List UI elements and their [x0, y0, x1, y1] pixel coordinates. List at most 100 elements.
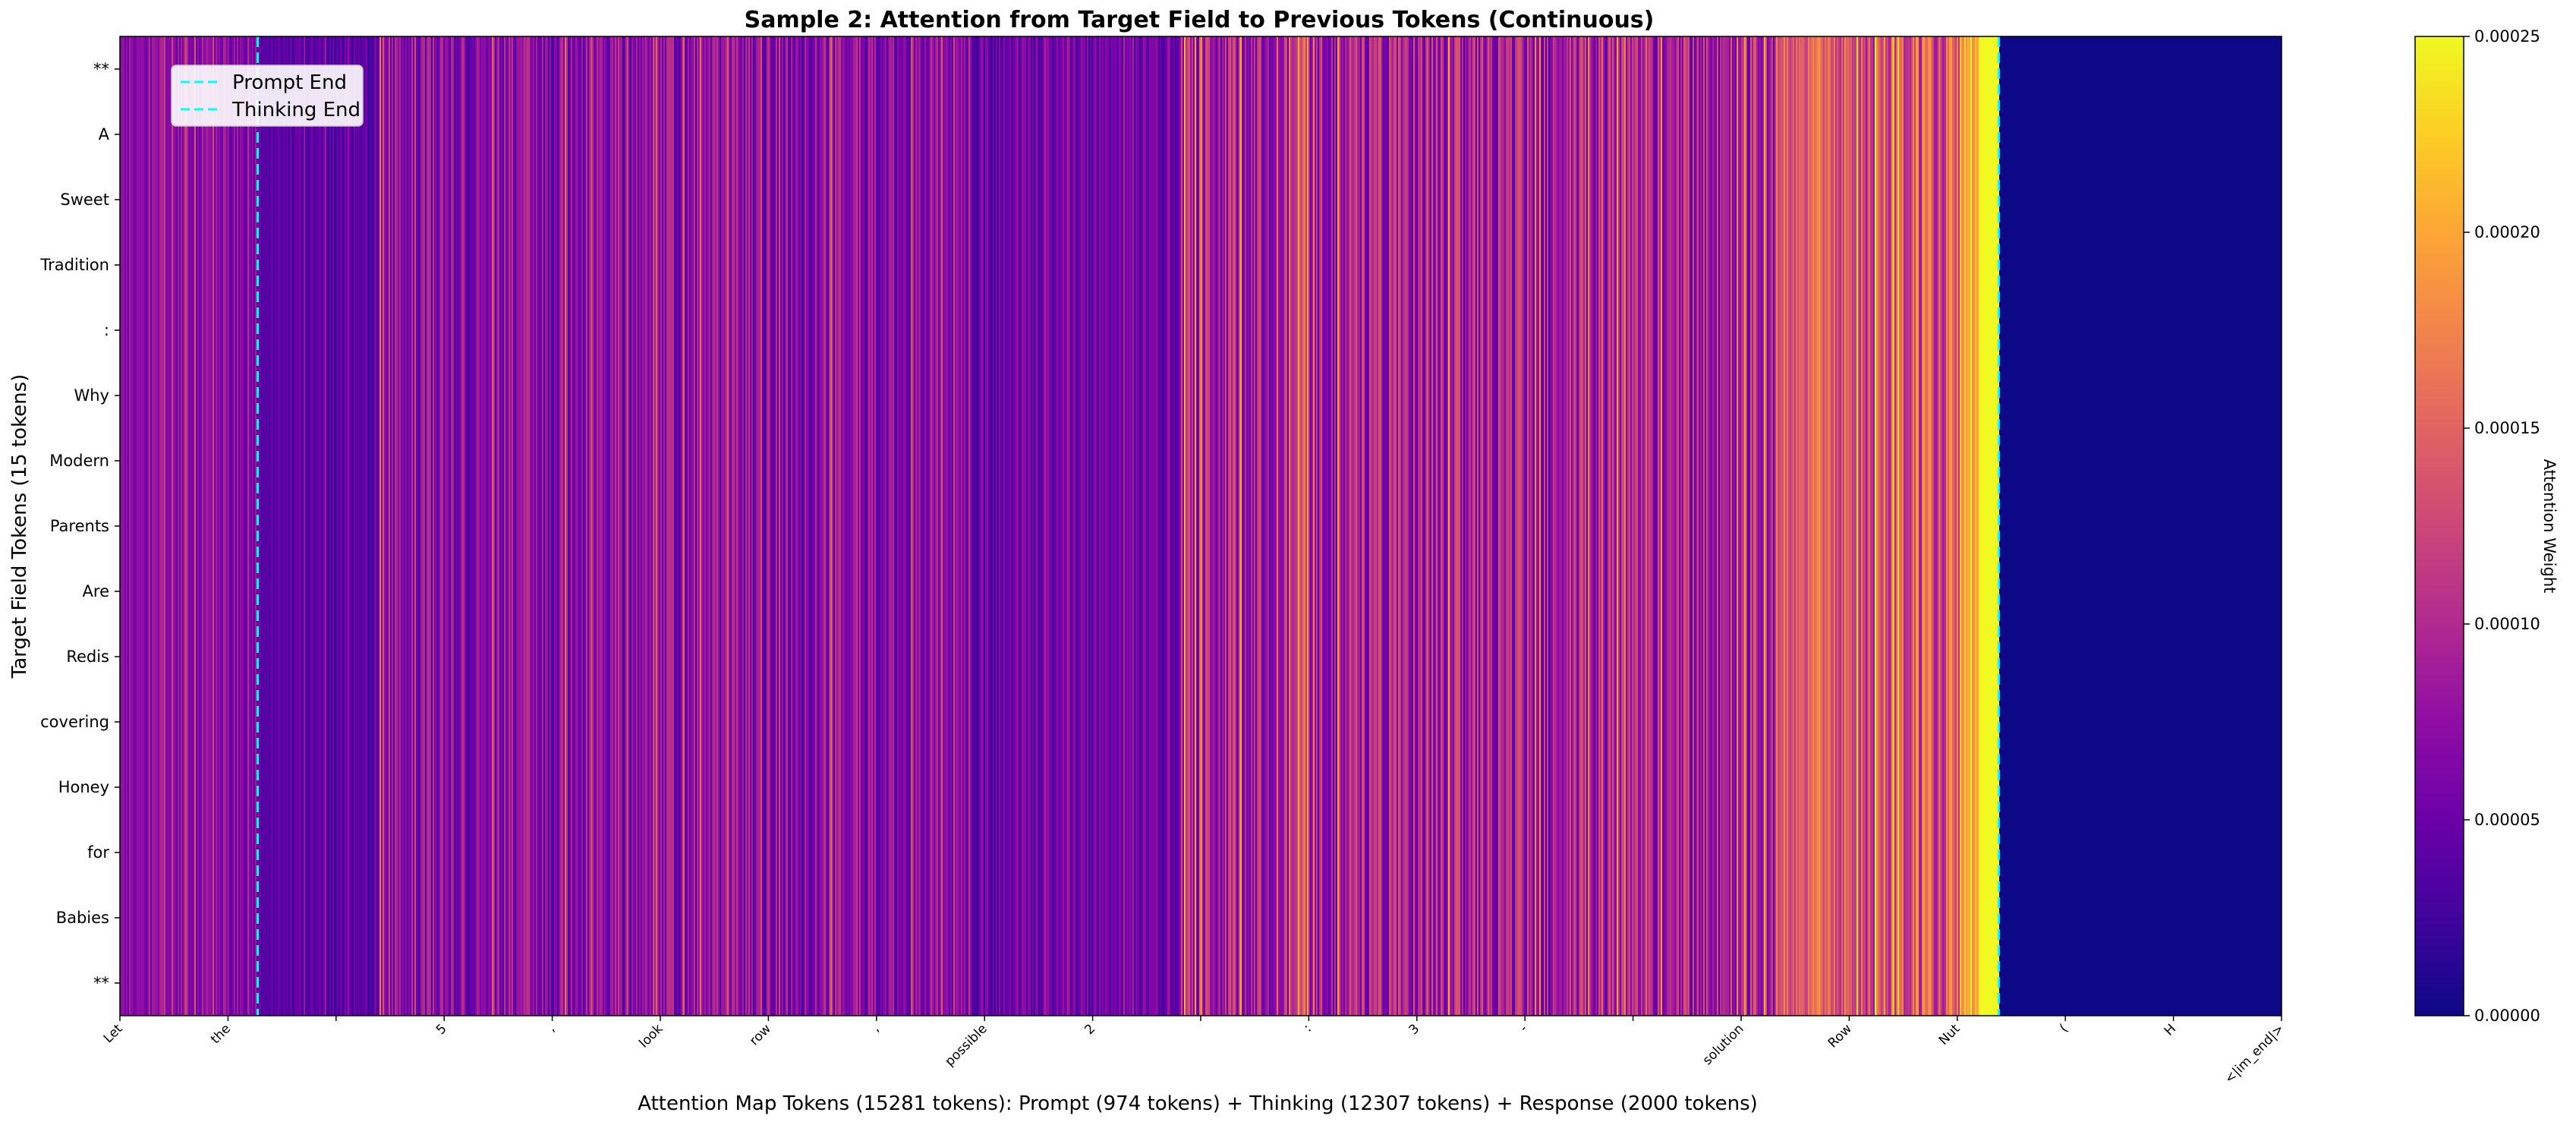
- heatmap-column: [2146, 36, 2149, 1016]
- heatmap-column: [660, 36, 663, 1016]
- heatmap-column: [1897, 36, 1900, 1016]
- heatmap-column: [2184, 36, 2187, 1016]
- heatmap-column: [528, 36, 531, 1016]
- heatmap-column: [1955, 36, 1957, 1016]
- heatmap-column: [953, 36, 956, 1016]
- heatmap-column: [2177, 36, 2179, 1016]
- heatmap-column: [2139, 36, 2141, 1016]
- heatmap-column: [2277, 36, 2279, 1016]
- heatmap-column: [1434, 36, 1437, 1016]
- heatmap-column: [1005, 36, 1007, 1016]
- heatmap-column: [732, 36, 734, 1016]
- heatmap-column: [1676, 36, 1678, 1016]
- heatmap-column: [1447, 36, 1449, 1016]
- heatmap-column: [1163, 36, 1165, 1016]
- heatmap-column: [2107, 36, 2109, 1016]
- heatmap-column: [1705, 36, 1707, 1016]
- heatmap-column: [257, 36, 259, 1016]
- heatmap-column: [991, 36, 994, 1016]
- heatmap-column: [733, 36, 735, 1016]
- heatmap-column: [378, 36, 380, 1016]
- heatmap-column: [1025, 36, 1027, 1016]
- heatmap-column: [1632, 36, 1634, 1016]
- heatmap-column: [273, 36, 276, 1016]
- heatmap-column: [635, 36, 637, 1016]
- heatmap-column: [685, 36, 687, 1016]
- heatmap-column: [1744, 36, 1746, 1016]
- heatmap-column: [612, 36, 614, 1016]
- heatmap-column: [975, 36, 977, 1016]
- heatmap-column: [1035, 36, 1038, 1016]
- heatmap-column: [499, 36, 502, 1016]
- heatmap-column: [1064, 36, 1066, 1016]
- heatmap-column: [791, 36, 793, 1016]
- heatmap-column: [1081, 36, 1083, 1016]
- heatmap-column: [217, 36, 219, 1016]
- heatmap-column: [2023, 36, 2026, 1016]
- heatmap-column: [1331, 36, 1334, 1016]
- heatmap-column: [513, 36, 515, 1016]
- heatmap-column: [803, 36, 805, 1016]
- heatmap-column: [1993, 36, 1995, 1016]
- heatmap-column: [572, 36, 575, 1016]
- heatmap-column: [1694, 36, 1696, 1016]
- heatmap-column: [1764, 36, 1766, 1016]
- heatmap-column: [480, 36, 482, 1016]
- heatmap-column: [1201, 36, 1203, 1016]
- colorbar-tick-label: 0.00025: [2474, 27, 2540, 46]
- heatmap-column: [366, 36, 368, 1016]
- heatmap-column: [738, 36, 740, 1016]
- x-tick-label: the: [208, 1021, 234, 1047]
- heatmap-column: [850, 36, 852, 1016]
- heatmap-column: [621, 36, 623, 1016]
- colorbar-ticks: 0.00000 0.00005 0.00010 0.00015 0.00020 0.000…: [2464, 27, 2540, 1025]
- heatmap-column: [2072, 36, 2074, 1016]
- heatmap-column: [1556, 36, 1558, 1016]
- heatmap-column: [1726, 36, 1728, 1016]
- heatmap-column: [2063, 36, 2065, 1016]
- x-tick-label: ,: [868, 1021, 882, 1035]
- heatmap-column: [984, 36, 986, 1016]
- heatmap-column: [1308, 36, 1311, 1016]
- heatmap-column: [1047, 36, 1050, 1016]
- heatmap-column: [648, 36, 650, 1016]
- heatmap-column: [507, 36, 509, 1016]
- heatmap-column: [1623, 36, 1625, 1016]
- heatmap-column: [1040, 36, 1042, 1016]
- heatmap-column: [158, 36, 160, 1016]
- heatmap-column: [387, 36, 389, 1016]
- heatmap-column: [267, 36, 269, 1016]
- heatmap-column: [1768, 36, 1771, 1016]
- heatmap-column: [1644, 36, 1646, 1016]
- heatmap-column: [1207, 36, 1209, 1016]
- heatmap-column: [537, 36, 540, 1016]
- heatmap-column: [1312, 36, 1314, 1016]
- heatmap-column: [1184, 36, 1186, 1016]
- heatmap-column: [1070, 36, 1072, 1016]
- heatmap-column: [2165, 36, 2167, 1016]
- heatmap-column: [437, 36, 439, 1016]
- heatmap-column: [1205, 36, 1208, 1016]
- heatmap-column: [1775, 36, 1777, 1016]
- heatmap-column: [214, 36, 216, 1016]
- heatmap-column: [1655, 36, 1657, 1016]
- heatmap-column: [1158, 36, 1160, 1016]
- heatmap-column: [832, 36, 834, 1016]
- heatmap-column: [2002, 36, 2004, 1016]
- heatmap-column: [1500, 36, 1502, 1016]
- heatmap-column: [1626, 36, 1628, 1016]
- x-tick-label: Row: [1825, 1021, 1855, 1051]
- heatmap-column: [301, 36, 303, 1016]
- heatmap-column: [1902, 36, 1904, 1016]
- heatmap-column: [862, 36, 864, 1016]
- heatmap-column: [2201, 36, 2203, 1016]
- heatmap-column: [997, 36, 1000, 1016]
- heatmap-column: [1157, 36, 1159, 1016]
- heatmap-column: [254, 36, 256, 1016]
- heatmap-column: [1595, 36, 1598, 1016]
- heatmap-column: [1784, 36, 1786, 1016]
- heatmap-column: [723, 36, 725, 1016]
- heatmap-column: [864, 36, 866, 1016]
- heatmap-column: [2017, 36, 2020, 1016]
- heatmap-column: [1451, 36, 1453, 1016]
